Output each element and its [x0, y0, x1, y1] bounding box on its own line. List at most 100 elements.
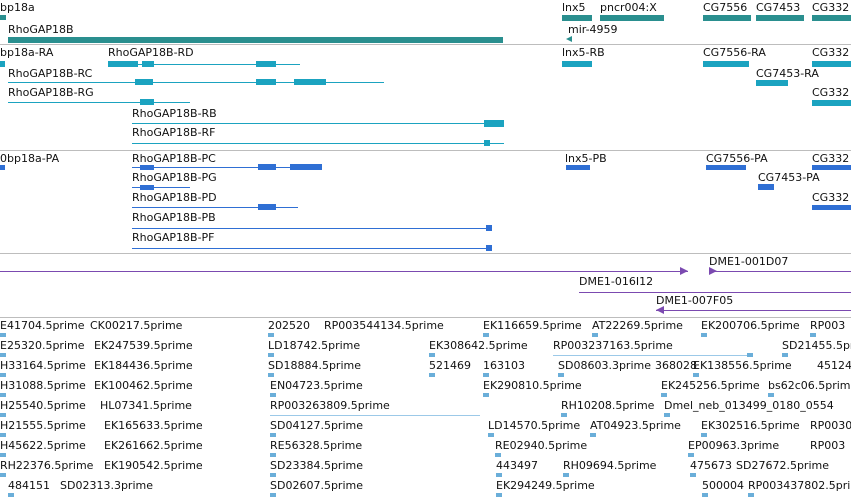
- exon[interactable]: [703, 61, 749, 67]
- protein-label[interactable]: CG7453-PA: [758, 171, 820, 184]
- exon[interactable]: [0, 61, 5, 67]
- est-label[interactable]: 202520: [268, 319, 310, 332]
- est-label[interactable]: RP003: [810, 319, 846, 332]
- est-label[interactable]: 163103: [483, 359, 525, 372]
- est-label[interactable]: RP0030: [810, 419, 851, 432]
- est-label[interactable]: SD04127.5prime: [270, 419, 363, 432]
- transcript-label[interactable]: bp18a-RA: [0, 46, 54, 59]
- est-label[interactable]: H21555.5prime: [0, 419, 86, 432]
- protein-label[interactable]: CG332: [812, 191, 850, 204]
- est-label[interactable]: SD02313.3prime: [60, 479, 153, 492]
- gene-bar-cg7453[interactable]: [756, 15, 804, 21]
- exon[interactable]: [484, 120, 504, 127]
- est-label[interactable]: EK302516.5prime: [701, 419, 800, 432]
- exon[interactable]: [812, 100, 851, 106]
- est-label[interactable]: SD23384.5prime: [270, 459, 363, 472]
- est-label[interactable]: H25540.5prime: [0, 399, 86, 412]
- est-label[interactable]: EK165633.5prime: [104, 419, 203, 432]
- est-label[interactable]: 368028: [655, 359, 697, 372]
- gene-label-mir4959[interactable]: mir-4959: [568, 23, 618, 36]
- est-label[interactable]: 500004: [702, 479, 744, 492]
- transcript-label[interactable]: RhoGAP18B-RC: [8, 67, 93, 80]
- est-label[interactable]: SD21455.5prime: [782, 339, 851, 352]
- est-label[interactable]: AT22269.5prime: [592, 319, 683, 332]
- est-label[interactable]: EK200706.5prime: [701, 319, 800, 332]
- exon[interactable]: [256, 61, 276, 67]
- est-label[interactable]: EK245256.5prime: [661, 379, 760, 392]
- exon[interactable]: [294, 79, 326, 85]
- est-label[interactable]: LD14570.5prime: [488, 419, 581, 432]
- est-label[interactable]: EK190542.5prime: [104, 459, 203, 472]
- est-label[interactable]: bs62c06.5prim: [768, 379, 851, 392]
- est-label[interactable]: 475673: [690, 459, 732, 472]
- transcript-label[interactable]: CG332: [812, 86, 850, 99]
- est-label[interactable]: EK184436.5prime: [94, 359, 193, 372]
- transcript-label[interactable]: RhoGAP18B-RD: [108, 46, 194, 59]
- est-label[interactable]: H31088.5prime: [0, 379, 86, 392]
- gene-label-lnx5[interactable]: lnx5: [562, 1, 586, 14]
- est-label[interactable]: RP003437802.5prime: [748, 479, 851, 492]
- clone-label[interactable]: DME1-001D07: [709, 255, 789, 268]
- est-label[interactable]: EK294249.5prime: [496, 479, 595, 492]
- est-label[interactable]: SD18884.5prime: [268, 359, 361, 372]
- gene-label-cg332[interactable]: CG332: [812, 1, 850, 14]
- est-label[interactable]: RP003544134.5prime: [324, 319, 444, 332]
- est-label[interactable]: HL07341.5prime: [100, 399, 192, 412]
- est-label[interactable]: EK100462.5prime: [94, 379, 193, 392]
- est-label[interactable]: 521469: [429, 359, 471, 372]
- gene-label-cg7556[interactable]: CG7556: [703, 1, 748, 14]
- transcript-label[interactable]: CG7453-RA: [756, 67, 819, 80]
- exon[interactable]: [142, 61, 154, 67]
- est-label[interactable]: RH09694.5prime: [563, 459, 657, 472]
- est-label[interactable]: RE56328.5prime: [270, 439, 363, 452]
- est-label[interactable]: EK116659.5prime: [483, 319, 582, 332]
- transcript-label[interactable]: lnx5-RB: [562, 46, 605, 59]
- est-label[interactable]: CK00217.5prime: [90, 319, 183, 332]
- protein-label[interactable]: lnx5-PB: [565, 152, 607, 165]
- est-label[interactable]: EK138556.5prime: [693, 359, 792, 372]
- exon[interactable]: [256, 79, 276, 85]
- gene-label-bp18a[interactable]: bp18a: [0, 1, 35, 14]
- est-label[interactable]: 443497: [496, 459, 538, 472]
- est-label[interactable]: Dmel_neb_013499_0180_0554: [664, 399, 834, 412]
- est-label[interactable]: RH10208.5prime: [561, 399, 655, 412]
- protein-label[interactable]: RhoGAP18B-PC: [132, 152, 216, 165]
- est-label[interactable]: E25320.5prime: [0, 339, 85, 352]
- transcript-label[interactable]: CG332: [812, 46, 850, 59]
- est-label[interactable]: EP00963.3prime: [688, 439, 780, 452]
- est-label[interactable]: LD18742.5prime: [268, 339, 361, 352]
- protein-label[interactable]: RhoGAP18B-PB: [132, 211, 216, 224]
- est-label[interactable]: EK247539.5prime: [94, 339, 193, 352]
- est-label[interactable]: 484151: [8, 479, 50, 492]
- protein-label[interactable]: 0bp18a-PA: [0, 152, 60, 165]
- transcript-label[interactable]: RhoGAP18B-RF: [132, 126, 216, 139]
- gene-bar-lnx5[interactable]: [562, 15, 592, 21]
- est-label[interactable]: EK290810.5prime: [483, 379, 582, 392]
- est-label[interactable]: EN04723.5prime: [270, 379, 363, 392]
- transcript-label[interactable]: CG7556-RA: [703, 46, 766, 59]
- exon[interactable]: [562, 61, 592, 67]
- est-label[interactable]: H33164.5prime: [0, 359, 86, 372]
- est-label[interactable]: SD27672.5prime: [736, 459, 829, 472]
- est-label[interactable]: RP003237163.5prime: [553, 339, 673, 352]
- gene-bar-cg332[interactable]: [812, 15, 851, 21]
- exon[interactable]: [756, 80, 788, 86]
- est-label[interactable]: E41704.5prime: [0, 319, 85, 332]
- gene-bar-cg7556[interactable]: [703, 15, 751, 21]
- est-label[interactable]: SD08603.3prime: [558, 359, 651, 372]
- protein-label[interactable]: RhoGAP18B-PG: [132, 171, 217, 184]
- est-label[interactable]: EK261662.5prime: [104, 439, 203, 452]
- est-label[interactable]: RP003263809.5prime: [270, 399, 390, 412]
- est-label[interactable]: H45622.5prime: [0, 439, 86, 452]
- est-label[interactable]: EK308642.5prime: [429, 339, 528, 352]
- gene-bar-rhogap18b[interactable]: [8, 37, 503, 43]
- protein-label[interactable]: CG332: [812, 152, 850, 165]
- exon[interactable]: [812, 61, 851, 67]
- exon[interactable]: [108, 61, 138, 67]
- gene-label-rhogap18b[interactable]: RhoGAP18B: [8, 23, 74, 36]
- est-label[interactable]: RE02940.5prime: [495, 439, 588, 452]
- protein-label[interactable]: CG7556-PA: [706, 152, 768, 165]
- protein-label[interactable]: RhoGAP18B-PF: [132, 231, 215, 244]
- est-label[interactable]: 45124: [817, 359, 851, 372]
- exon[interactable]: [484, 140, 490, 146]
